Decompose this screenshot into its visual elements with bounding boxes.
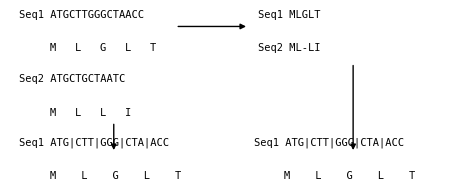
Text: M    L    G    L    T: M L G L T (50, 171, 181, 181)
Text: Seq2 ATGCTGCTAATC: Seq2 ATGCTGCTAATC (19, 74, 125, 84)
Text: M   L   G   L   T: M L G L T (50, 43, 156, 53)
Text: Seq1 ATG|CTT|GGG|CTA|ACC: Seq1 ATG|CTT|GGG|CTA|ACC (254, 137, 403, 148)
Text: Seq1 ATGCTTGGGCTAACC: Seq1 ATGCTTGGGCTAACC (19, 10, 144, 20)
Text: M    L    G    L    T: M L G L T (284, 171, 416, 181)
Text: Seq1 ATG|CTT|GGG|CTA|ACC: Seq1 ATG|CTT|GGG|CTA|ACC (19, 137, 169, 148)
Text: M   L   L   I: M L L I (50, 108, 131, 118)
Text: Seq1 MLGLT: Seq1 MLGLT (258, 10, 321, 20)
Text: Seq2 ML-LI: Seq2 ML-LI (258, 43, 321, 53)
